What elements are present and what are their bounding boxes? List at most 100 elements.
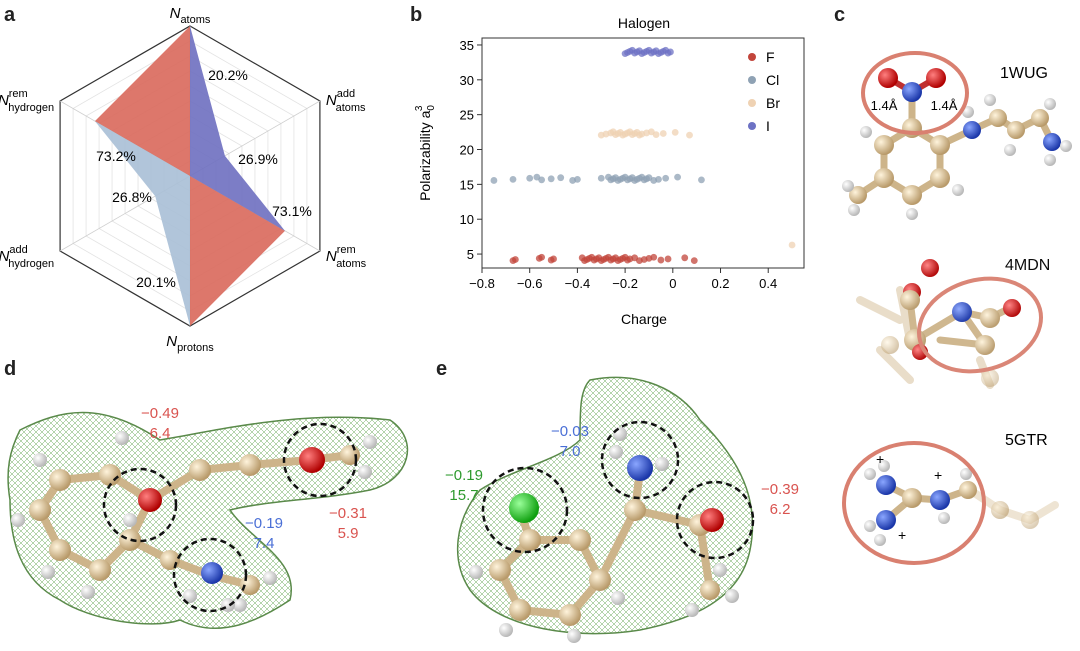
highlight-circle: [481, 466, 569, 554]
legend-marker-I: [748, 122, 756, 130]
point-Br: [652, 131, 660, 139]
radar-series-red: [94, 26, 285, 326]
bond-label-2: 1.4Å: [931, 98, 958, 113]
highlight-circle: [172, 537, 248, 613]
bond-label-1: 1.4Å: [871, 98, 898, 113]
panel-d-density: −0.49 6.4 −0.19 7.4 −0.31 5.9: [7, 405, 409, 629]
annotation-polar: 6.4: [150, 425, 171, 442]
legend-label: F: [766, 49, 775, 65]
label-4mdn: 4MDN: [1005, 257, 1050, 274]
point-F: [681, 254, 689, 262]
legend-marker-Cl: [748, 76, 756, 84]
point-F: [650, 253, 658, 261]
highlight-circle: [102, 467, 178, 543]
point-Cl: [509, 175, 517, 183]
y-tick-label: 20: [460, 143, 474, 158]
chart-title: Halogen: [618, 15, 670, 31]
point-F: [550, 255, 557, 263]
annotation-value: −0.49: [141, 405, 179, 422]
y-axis-label: Polarizability a03: [414, 105, 437, 201]
radar-axis-label: Naddhydrogen: [0, 244, 54, 270]
radar-axis-label: Natoms: [170, 5, 211, 26]
highlight-circle: [600, 420, 680, 500]
point-F: [690, 257, 698, 265]
density-mesh: [457, 376, 754, 635]
annotation-value: −0.19: [445, 467, 483, 484]
point-F: [657, 256, 665, 264]
radar-value-label: 20.1%: [136, 274, 176, 290]
point-Br: [788, 241, 796, 249]
point-F: [511, 256, 519, 263]
y-tick-label: 5: [467, 247, 474, 262]
scatter-chart: Halogen 5 10 15 20 25 30 35 −0.8 −0.6 −0.4 −0.2 0 0…: [414, 15, 805, 327]
annotation-value: −0.39: [761, 481, 799, 498]
highlight-circle: [675, 480, 755, 560]
y-axis-ticks: 5 10 15 20 25 30 35: [460, 38, 482, 262]
panel-letter-b: b: [410, 4, 423, 26]
annotation-polar: 7.4: [254, 535, 275, 552]
y-tick-label: 15: [460, 177, 474, 192]
radar-axis-label: Nprotons: [166, 333, 214, 354]
highlight-circle: [861, 51, 969, 135]
point-Cl: [662, 174, 670, 182]
highlight-circle: [916, 276, 1044, 374]
point-Cl: [655, 175, 662, 183]
point-Cl: [490, 177, 498, 184]
annotation-polar: 6.2: [770, 501, 791, 518]
charge-3: +: [898, 527, 906, 543]
x-axis-ticks: −0.8 −0.6 −0.4 −0.2 0 0.2 0.4: [469, 268, 777, 291]
x-tick-label: −0.4: [565, 276, 591, 291]
point-I: [667, 48, 674, 56]
panel-letter-a: a: [4, 4, 16, 26]
radar-value-label: 73.2%: [96, 148, 136, 164]
label-5gtr: 5GTR: [1005, 432, 1048, 449]
point-Cl: [526, 174, 534, 182]
point-F: [664, 255, 672, 263]
panel-letter-c: c: [834, 4, 846, 26]
point-Cl: [574, 175, 581, 183]
legend-label: Cl: [766, 72, 779, 88]
point-F: [538, 253, 546, 261]
highlight-circle: [282, 422, 358, 498]
x-axis-label: Charge: [621, 311, 667, 327]
structure-1wug: 1.4Å 1.4Å 1WUG: [842, 51, 1072, 220]
annotation-polar: 5.9: [338, 525, 359, 542]
legend-marker-F: [748, 53, 756, 61]
structure-5gtr: + + + 5GTR: [842, 432, 1059, 565]
y-tick-label: 30: [460, 73, 474, 88]
point-Cl: [597, 174, 605, 182]
point-Cl: [674, 173, 681, 181]
x-tick-label: 0.2: [711, 276, 729, 291]
point-Cl: [538, 176, 546, 184]
highlight-circle: [842, 441, 986, 565]
radar-value-label: 26.8%: [112, 189, 152, 205]
radar-polygons: [94, 26, 285, 326]
point-Br: [671, 128, 679, 136]
label-1wug: 1WUG: [1000, 65, 1048, 82]
radar-value-labels: 20.2% 26.9% 73.1% 20.1% 26.8% 73.2%: [96, 67, 312, 290]
radar-series-blue: [190, 26, 285, 231]
point-Br: [659, 130, 667, 137]
annotation-value: −0.19: [245, 515, 283, 532]
legend: F Cl Br I: [748, 49, 780, 134]
point-Br: [686, 131, 693, 139]
panel-e-density: −0.03 7.0 −0.19 15.7 −0.39 6.2: [445, 376, 799, 643]
charge-1: +: [876, 451, 884, 467]
x-tick-label: 0: [669, 276, 676, 291]
radar-axis-label: Nremhydrogen: [0, 88, 54, 114]
radar-axis-label: Nadd atoms: [326, 88, 366, 114]
panel-letter-d: d: [4, 358, 17, 380]
y-tick-label: 10: [460, 212, 474, 227]
radar-value-label: 73.1%: [272, 203, 312, 219]
legend-label: I: [766, 118, 770, 134]
structure-4mdn: 4MDN: [856, 257, 1050, 389]
plot-frame: [481, 37, 805, 269]
point-Cl: [698, 176, 705, 184]
y-tick-label: 35: [460, 38, 474, 53]
x-tick-label: −0.2: [612, 276, 638, 291]
point-Cl: [557, 174, 565, 182]
panel-letter-e: e: [436, 358, 448, 380]
legend-label: Br: [766, 95, 780, 111]
